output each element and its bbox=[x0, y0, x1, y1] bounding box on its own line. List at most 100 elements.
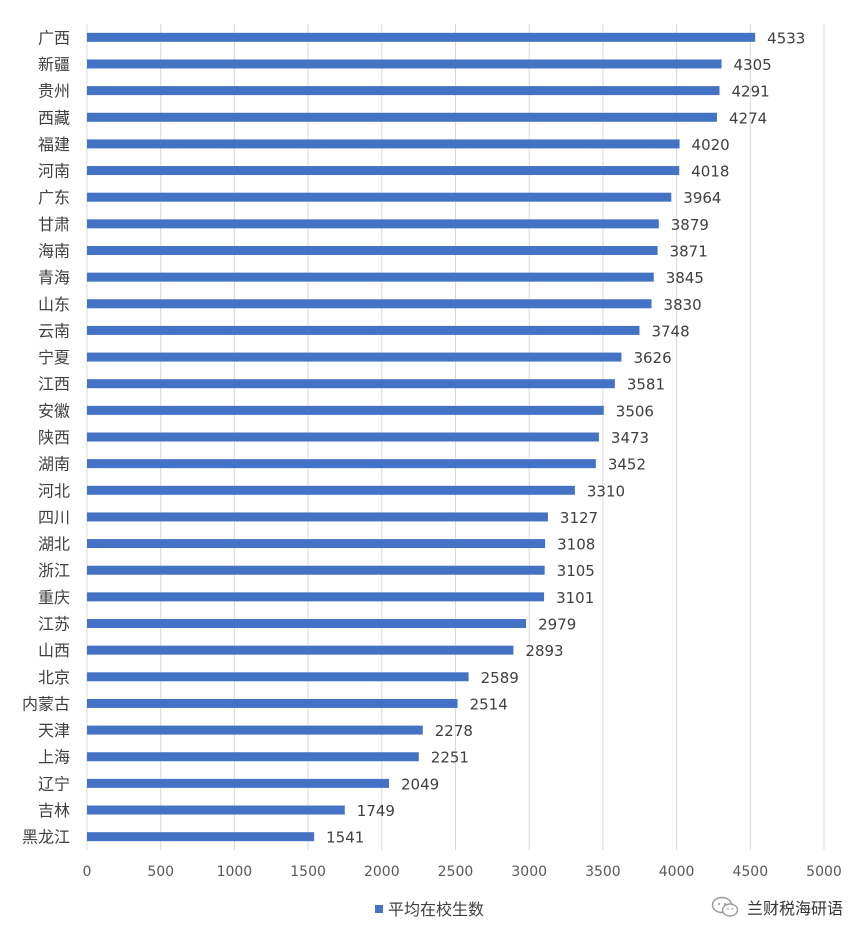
x-tick-label: 3000 bbox=[511, 864, 547, 880]
data-label: 2893 bbox=[525, 642, 563, 660]
bar bbox=[87, 698, 458, 708]
category-label: 内蒙古 bbox=[22, 694, 70, 713]
category-label: 北京 bbox=[38, 668, 70, 687]
watermark-text: 兰财税海研语 bbox=[746, 899, 843, 918]
bar bbox=[87, 645, 514, 655]
bar bbox=[87, 86, 720, 96]
category-label: 黑龙江 bbox=[22, 828, 70, 847]
bar bbox=[87, 619, 527, 629]
data-label: 3581 bbox=[627, 376, 665, 394]
data-label: 2514 bbox=[470, 695, 508, 713]
bar bbox=[87, 459, 596, 469]
category-label: 辽宁 bbox=[38, 774, 70, 793]
category-label: 山西 bbox=[38, 641, 70, 660]
legend-label: 平均在校生数 bbox=[388, 900, 484, 919]
data-label: 2278 bbox=[435, 722, 473, 740]
bar bbox=[87, 405, 604, 415]
bar bbox=[87, 592, 545, 602]
bar bbox=[87, 245, 658, 255]
data-label: 3108 bbox=[557, 536, 595, 554]
data-label: 1749 bbox=[357, 802, 395, 820]
data-label: 4305 bbox=[734, 56, 772, 74]
bar bbox=[87, 325, 640, 335]
bar bbox=[87, 539, 546, 549]
bar bbox=[87, 672, 469, 682]
bar bbox=[87, 485, 575, 495]
data-label: 3452 bbox=[608, 456, 646, 474]
wechat-icon bbox=[711, 896, 739, 917]
data-label: 3506 bbox=[616, 402, 654, 420]
bar bbox=[87, 805, 345, 815]
legend-swatch bbox=[375, 905, 383, 913]
x-tick-label: 4000 bbox=[659, 864, 695, 880]
x-tick-label: 2000 bbox=[364, 864, 400, 880]
data-label: 3473 bbox=[611, 429, 649, 447]
data-label: 3626 bbox=[633, 349, 671, 367]
bar bbox=[87, 752, 419, 762]
bar bbox=[87, 139, 680, 149]
bar bbox=[87, 59, 722, 69]
x-tick-label: 5000 bbox=[806, 864, 842, 880]
bar bbox=[87, 432, 599, 442]
bar bbox=[87, 778, 390, 788]
data-label: 3845 bbox=[666, 269, 704, 287]
x-tick-label: 1500 bbox=[290, 864, 326, 880]
category-label: 云南 bbox=[38, 321, 70, 340]
category-label: 四川 bbox=[38, 508, 70, 527]
data-label: 4291 bbox=[731, 83, 769, 101]
category-label: 山东 bbox=[38, 295, 70, 314]
category-label: 陕西 bbox=[38, 428, 70, 447]
data-label: 4018 bbox=[691, 163, 729, 181]
bar bbox=[87, 352, 622, 362]
bar bbox=[87, 725, 423, 735]
data-label: 1541 bbox=[326, 829, 364, 847]
data-label: 3879 bbox=[671, 216, 709, 234]
bar bbox=[87, 192, 672, 202]
bar bbox=[87, 219, 659, 229]
data-label: 4274 bbox=[729, 109, 767, 127]
bar bbox=[87, 32, 756, 42]
category-label: 浙江 bbox=[38, 561, 70, 580]
x-tick-label: 500 bbox=[147, 864, 174, 880]
data-label: 2589 bbox=[481, 669, 519, 687]
category-label: 上海 bbox=[38, 748, 70, 767]
bar bbox=[87, 299, 652, 309]
data-label: 4533 bbox=[767, 29, 805, 47]
category-label: 新疆 bbox=[38, 55, 70, 74]
x-tick-label: 4500 bbox=[732, 864, 768, 880]
category-label: 江西 bbox=[38, 375, 70, 394]
x-tick-label: 2500 bbox=[438, 864, 474, 880]
x-tick-label: 1000 bbox=[217, 864, 253, 880]
category-label: 湖南 bbox=[38, 455, 70, 474]
data-label: 2251 bbox=[431, 749, 469, 767]
bar bbox=[87, 112, 717, 122]
data-label: 3748 bbox=[651, 322, 689, 340]
bar bbox=[87, 166, 680, 176]
category-label: 天津 bbox=[38, 721, 70, 740]
category-label: 贵州 bbox=[38, 82, 70, 101]
data-label: 3310 bbox=[587, 482, 625, 500]
category-label: 河南 bbox=[38, 162, 70, 181]
bar bbox=[87, 565, 545, 575]
category-label: 湖北 bbox=[38, 535, 70, 554]
data-label: 3871 bbox=[670, 242, 708, 260]
data-label: 3964 bbox=[683, 189, 721, 207]
category-label: 河北 bbox=[38, 481, 70, 500]
category-label: 西藏 bbox=[38, 108, 70, 127]
category-label: 福建 bbox=[38, 135, 70, 154]
watermark: 兰财税海研语 bbox=[711, 895, 843, 919]
category-label: 甘肃 bbox=[38, 215, 70, 234]
category-label: 宁夏 bbox=[38, 348, 70, 367]
category-label: 重庆 bbox=[38, 588, 70, 607]
data-label: 3830 bbox=[664, 296, 702, 314]
bar bbox=[87, 512, 548, 522]
data-label: 4020 bbox=[692, 136, 730, 154]
data-label: 2979 bbox=[538, 616, 576, 634]
bar bbox=[87, 272, 654, 282]
category-label: 安徽 bbox=[38, 401, 70, 420]
category-label: 青海 bbox=[38, 268, 70, 287]
category-label: 广东 bbox=[38, 188, 70, 207]
category-label: 江苏 bbox=[38, 615, 70, 634]
data-label: 2049 bbox=[401, 775, 439, 793]
